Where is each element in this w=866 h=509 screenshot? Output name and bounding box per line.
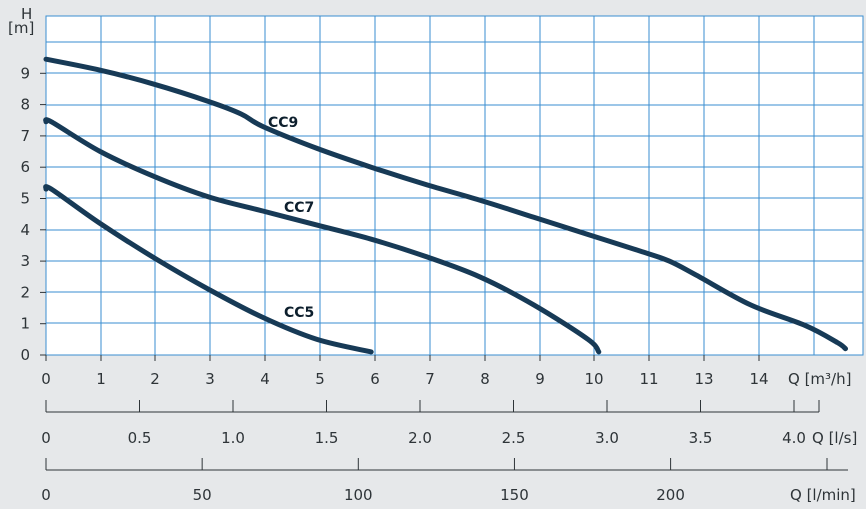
lmin-tick-label: 50 (193, 486, 212, 504)
ls-tick-label: 1.0 (221, 429, 245, 447)
ls-tick-label: 0.5 (128, 429, 152, 447)
axis-ls: 0 0.5 1.0 1.5 2.0 2.5 3.0 3.5 4.0 Q [l/s] (41, 400, 857, 447)
y-tick-label: 8 (20, 96, 30, 114)
x-tick-label: 8 (480, 370, 490, 388)
series-label-cc7: CC7 (284, 200, 314, 216)
x-tick-label: 11 (639, 370, 658, 388)
y-tick-label: 5 (20, 190, 30, 208)
y-tick-label: 0 (20, 346, 30, 364)
x-tick-label: 5 (315, 370, 325, 388)
series-label-cc9: CC9 (268, 115, 298, 131)
curves (43, 56, 848, 355)
x-tick-label: 10 (584, 370, 603, 388)
lmin-tick-label: 150 (500, 486, 529, 504)
lmin-tick-label: 100 (344, 486, 373, 504)
x-tick-label: 13 (694, 370, 713, 388)
ls-tick-label: 1.5 (315, 429, 339, 447)
y-tick-label: 1 (20, 315, 30, 333)
y-tick-label: 9 (20, 64, 30, 82)
y-tick-label: 4 (20, 221, 30, 239)
y-tick-label: 7 (20, 127, 30, 145)
curve-cc9 (43, 56, 848, 352)
grid (45, 16, 863, 356)
x-axis-unit-lmin: Q [l/min] (790, 486, 856, 504)
curve-cc5 (43, 184, 374, 355)
x-tick-label: 3 (205, 370, 215, 388)
x-tick-label: 1 (96, 370, 106, 388)
series-label-cc5: CC5 (284, 305, 314, 321)
ls-tick-label: 3.5 (689, 429, 713, 447)
axis-lmin: 0 50 100 150 200 Q [l/min] (41, 458, 856, 504)
x-tick-label: 4 (260, 370, 270, 388)
axis-lmin-ticks: 0 50 100 150 200 (41, 458, 828, 504)
ls-tick-label: 2.0 (408, 429, 432, 447)
y-tick-label: 3 (20, 252, 30, 270)
x-axis-unit-ls: Q [l/s] (812, 429, 857, 447)
lmin-tick-label: 0 (41, 486, 51, 504)
x-axis-unit-m3h: Q [m³/h] (788, 370, 851, 388)
x-tick-label: 0 (41, 370, 51, 388)
x-tick-label: 14 (749, 370, 768, 388)
y-tick-label: 2 (20, 283, 30, 301)
plot-area (46, 16, 863, 355)
x-tick-label: 7 (425, 370, 435, 388)
curve-cc7 (43, 117, 602, 355)
x-tick-label: 6 (370, 370, 380, 388)
ls-tick-label: 3.0 (595, 429, 619, 447)
ls-tick-label: 4.0 (782, 429, 806, 447)
axis-ls-ticks: 0 0.5 1.0 1.5 2.0 2.5 3.0 3.5 4.0 (41, 400, 820, 447)
y-tick-labels: 0 1 2 3 4 5 6 7 8 9 (20, 64, 46, 364)
x-tick-label: 2 (150, 370, 160, 388)
y-axis-label: H (21, 5, 32, 23)
ls-tick-label: 0 (41, 429, 51, 447)
lmin-tick-label: 200 (656, 486, 685, 504)
y-axis-unit: [m] (8, 19, 34, 37)
y-tick-label: 6 (20, 158, 30, 176)
x-tick-label: 9 (535, 370, 545, 388)
x-tick-labels-m3h: 0 1 2 3 4 5 6 7 8 9 10 11 13 14 (41, 355, 769, 388)
ls-tick-label: 2.5 (502, 429, 526, 447)
